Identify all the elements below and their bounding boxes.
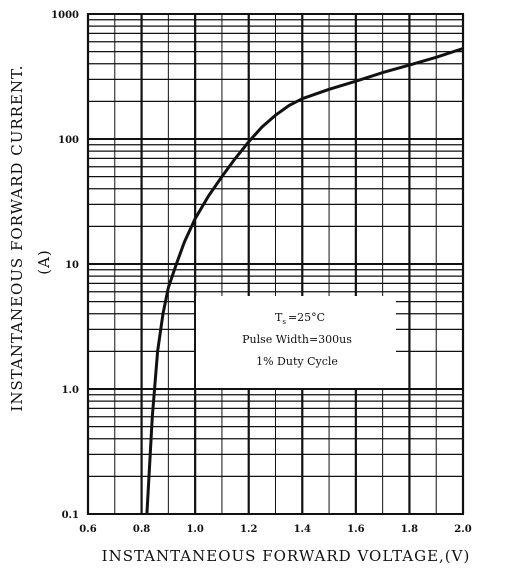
annotation-pulse-width: Pulse Width=300us	[242, 333, 352, 346]
y-tick-label: 100	[58, 135, 79, 146]
y-tick-label: 1.0	[62, 385, 79, 396]
y-tick-label: 0.1	[62, 510, 79, 521]
x-tick-label: 1.2	[240, 524, 257, 535]
grid	[86, 13, 465, 515]
x-tick-label: 0.8	[133, 524, 150, 535]
x-tick-label: 1.0	[186, 524, 203, 535]
y-tick-label: 10	[65, 260, 79, 271]
x-axis-label: INSTANTANEOUS FORWARD VOLTAGE,(V)	[102, 547, 471, 565]
annotation-temperature: Ts =25°C	[275, 311, 325, 326]
x-tick-label: 1.8	[401, 524, 418, 535]
forward-current-curve	[145, 47, 464, 515]
x-tick-label: 1.4	[294, 524, 311, 535]
annotation-box: Ts =25°C Pulse Width=300us 1% Duty Cycle	[196, 296, 396, 388]
y-tick-labels: 0.1 1.0 10 100 1000	[51, 10, 79, 521]
curve-layer	[145, 47, 464, 515]
x-tick-label: 2.0	[454, 524, 471, 535]
y-axis-unit: (A)	[35, 249, 53, 275]
plot-frame	[87, 13, 464, 515]
x-tick-label: 1.6	[347, 524, 364, 535]
annotation-duty-cycle: 1% Duty Cycle	[256, 355, 338, 368]
y-tick-label: 1000	[51, 10, 79, 21]
x-tick-label: 0.6	[79, 524, 96, 535]
y-axis-label: INSTANTANEOUS FORWARD CURRENT.	[8, 64, 26, 411]
x-tick-labels: 0.6 0.8 1.0 1.2 1.4 1.6 1.8 2.0	[79, 524, 471, 535]
